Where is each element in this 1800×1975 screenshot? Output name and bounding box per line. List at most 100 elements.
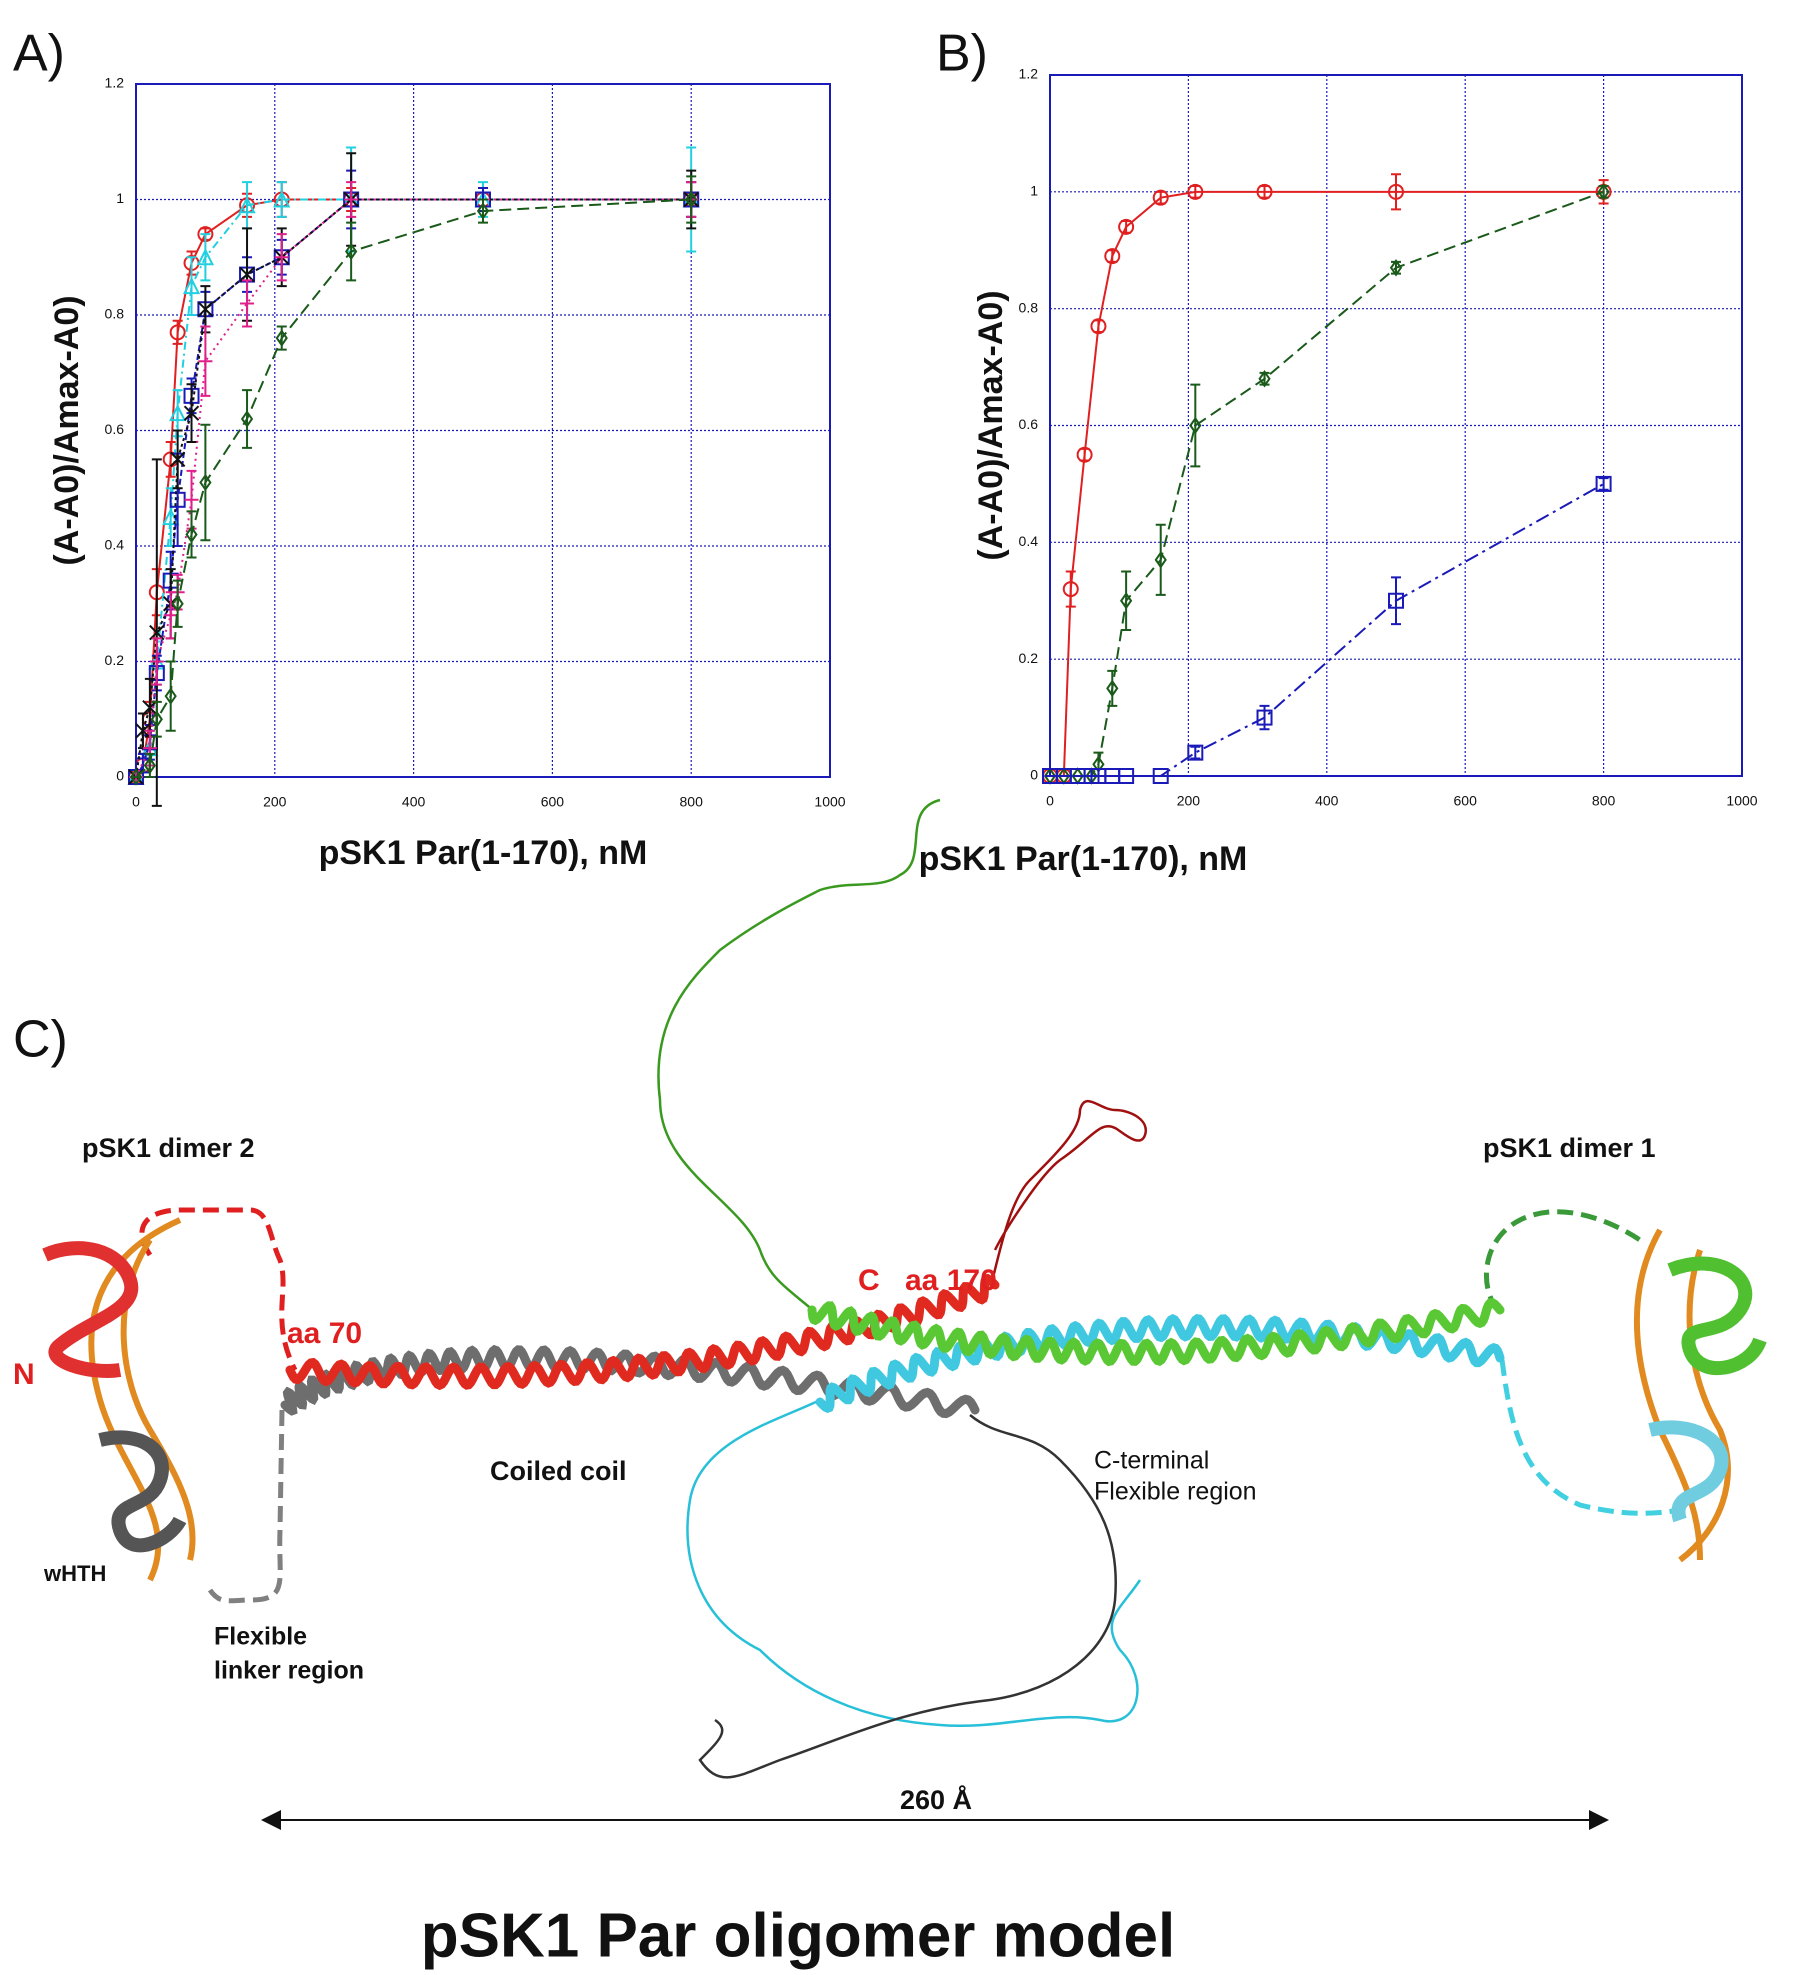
label: aa 170 bbox=[905, 1264, 997, 1297]
point bbox=[169, 324, 186, 341]
error-bar bbox=[1107, 669, 1118, 707]
loop bbox=[698, 1414, 1117, 1779]
y-tick-label: 1.2 bbox=[1019, 66, 1039, 82]
helix-domain bbox=[98, 1430, 187, 1553]
plot-frame bbox=[135, 83, 831, 778]
error-bar bbox=[165, 441, 176, 478]
panel-label: C) bbox=[13, 1011, 68, 1069]
point bbox=[1076, 446, 1093, 463]
fit-line bbox=[135, 198, 692, 778]
point bbox=[182, 276, 201, 295]
error-bar bbox=[1391, 576, 1401, 626]
x-tick-label: 200 bbox=[263, 794, 287, 810]
x-axis-title: pSK1 Par(1-170), nM bbox=[919, 840, 1248, 878]
error-bar bbox=[1190, 383, 1201, 468]
error-bar bbox=[1259, 704, 1270, 731]
x-tick-label: 400 bbox=[402, 794, 426, 810]
x-tick-label: 0 bbox=[132, 794, 140, 810]
error-bar bbox=[1093, 319, 1104, 334]
diagram-title: pSK1 Par oligomer model bbox=[421, 1901, 1176, 1970]
label: C bbox=[858, 1264, 880, 1297]
linker bbox=[139, 1207, 298, 1372]
point bbox=[685, 190, 698, 209]
error-bar bbox=[1121, 570, 1132, 631]
x-tick-label: 1000 bbox=[814, 794, 845, 810]
error-bar bbox=[172, 319, 183, 345]
point bbox=[199, 473, 212, 492]
label: wHTH bbox=[43, 1561, 106, 1586]
error-bar bbox=[276, 181, 287, 218]
label: pSK1 dimer 1 bbox=[1483, 1133, 1656, 1163]
point bbox=[1258, 370, 1271, 388]
error-bar bbox=[151, 700, 162, 738]
error-bar bbox=[1190, 745, 1201, 760]
point bbox=[1118, 218, 1135, 235]
point bbox=[184, 492, 199, 507]
loop bbox=[657, 798, 941, 1313]
error-bar bbox=[1079, 447, 1090, 462]
point bbox=[344, 192, 359, 207]
point bbox=[164, 687, 177, 705]
point bbox=[476, 202, 490, 220]
helix bbox=[807, 1298, 1505, 1367]
point bbox=[240, 296, 255, 311]
fit-line bbox=[1050, 190, 1604, 777]
label: aa 70 bbox=[287, 1317, 362, 1350]
error-bar bbox=[1107, 249, 1118, 263]
error-bar bbox=[1065, 570, 1076, 608]
y-tick-label: 0.6 bbox=[1019, 416, 1039, 432]
point bbox=[1256, 183, 1273, 200]
y-tick-label: 0.2 bbox=[105, 652, 125, 668]
linker bbox=[1499, 1359, 1681, 1516]
point bbox=[1389, 259, 1403, 277]
linker bbox=[207, 1409, 285, 1604]
point bbox=[1152, 189, 1169, 206]
dna bbox=[1678, 1249, 1731, 1563]
y-tick-label: 0.2 bbox=[1019, 650, 1039, 666]
point bbox=[1118, 768, 1135, 784]
point bbox=[1388, 183, 1404, 200]
y-tick-label: 1.2 bbox=[105, 75, 125, 91]
plot-frame bbox=[1049, 74, 1743, 777]
point bbox=[150, 710, 163, 728]
y-tick-label: 1 bbox=[1030, 183, 1038, 199]
error-bar bbox=[1391, 173, 1401, 211]
label: pSK1 dimer 2 bbox=[82, 1133, 255, 1163]
y-axis-title: (A-A0)/Amax-A0) bbox=[972, 290, 1010, 560]
x-tick-label: 0 bbox=[1046, 793, 1054, 809]
helix-domain bbox=[1667, 1256, 1767, 1375]
x-tick-label: 400 bbox=[1315, 793, 1339, 809]
point bbox=[1597, 183, 1610, 201]
x-tick-label: 200 bbox=[1177, 793, 1201, 809]
x-axis-title: pSK1 Par(1-170), nM bbox=[319, 834, 648, 872]
point bbox=[1104, 248, 1121, 265]
error-bar bbox=[186, 256, 197, 316]
loop bbox=[686, 1398, 1142, 1727]
point bbox=[149, 624, 165, 641]
label: linker region bbox=[214, 1657, 364, 1685]
error-bar bbox=[1259, 371, 1270, 386]
point bbox=[197, 301, 214, 317]
error-bar bbox=[686, 175, 697, 224]
point bbox=[240, 410, 254, 428]
point bbox=[1090, 318, 1107, 335]
label: N bbox=[13, 1358, 35, 1391]
helix-domain bbox=[1648, 1420, 1729, 1523]
error-bar bbox=[165, 660, 176, 732]
fit-line bbox=[135, 198, 692, 778]
point bbox=[163, 608, 178, 623]
x-tick-label: 800 bbox=[1592, 793, 1616, 809]
error-bar bbox=[1391, 260, 1401, 275]
linker bbox=[1483, 1209, 1642, 1312]
label: C-terminal bbox=[1094, 1447, 1209, 1475]
point bbox=[142, 699, 158, 716]
point bbox=[273, 190, 291, 208]
point bbox=[345, 242, 358, 261]
point bbox=[1154, 551, 1167, 569]
error-bar bbox=[1155, 523, 1166, 596]
point bbox=[275, 329, 288, 347]
point bbox=[143, 756, 157, 775]
y-tick-label: 0.8 bbox=[1019, 299, 1039, 315]
y-tick-label: 0.8 bbox=[105, 306, 125, 322]
